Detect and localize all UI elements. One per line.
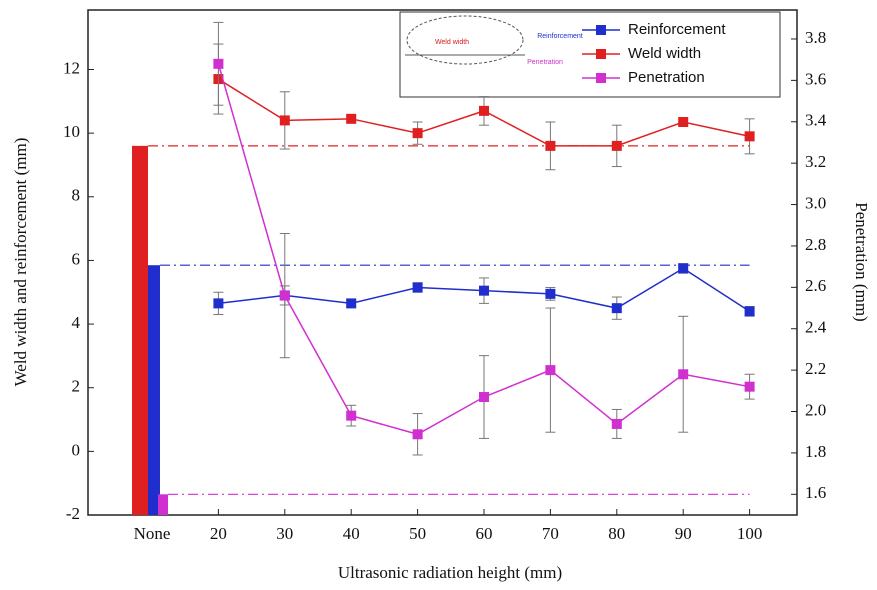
y-tick-label: 6 <box>72 249 81 268</box>
x-tick-label: 30 <box>276 524 293 543</box>
legend-label: Penetration <box>628 69 705 86</box>
x-tick-label: 80 <box>608 524 625 543</box>
point <box>412 282 423 293</box>
point <box>346 298 357 309</box>
y-tick-label: -2 <box>66 504 80 523</box>
y-tick-label: 0 <box>72 440 81 459</box>
y2-tick-label: 1.8 <box>805 442 826 461</box>
y2-tick-label: 2.4 <box>805 318 827 337</box>
y-tick-label: 12 <box>63 58 80 77</box>
y-tick-label: 2 <box>72 377 81 396</box>
x-tick-label: 90 <box>675 524 692 543</box>
y2-tick-label: 3.0 <box>805 193 826 212</box>
point <box>678 263 689 274</box>
legend <box>399 11 781 98</box>
y2-tick-label: 3.4 <box>805 111 827 130</box>
point <box>611 418 622 429</box>
point <box>346 113 357 124</box>
plot-frame <box>87 9 798 516</box>
point <box>545 140 556 151</box>
inset-label: Penetration <box>527 59 563 66</box>
x-tick-label: 70 <box>542 524 559 543</box>
y-tick-label: 4 <box>72 313 81 332</box>
point <box>545 288 556 299</box>
legend-label: Weld width <box>628 45 701 62</box>
x-tick-label: 100 <box>737 524 763 543</box>
legend-marker <box>596 73 606 83</box>
x-tick-label: None <box>134 524 171 543</box>
bar <box>148 265 160 515</box>
point <box>279 290 290 301</box>
point <box>412 429 423 440</box>
point <box>678 117 689 128</box>
x-tick-label: 40 <box>343 524 360 543</box>
point <box>744 131 755 142</box>
point <box>611 140 622 151</box>
y-tick-label: 8 <box>72 186 81 205</box>
point <box>213 58 224 69</box>
x-axis-label: Ultrasonic radiation height (mm) <box>338 563 562 582</box>
point <box>412 128 423 139</box>
point <box>479 105 489 116</box>
y2-tick-label: 3.2 <box>805 152 826 171</box>
legend-marker <box>596 49 606 59</box>
point <box>744 306 755 317</box>
y-tick-label: 10 <box>63 122 80 141</box>
point <box>611 303 622 314</box>
y2-tick-label: 2.6 <box>805 276 826 295</box>
point <box>213 298 224 309</box>
inset-label: Weld width <box>435 39 469 46</box>
point <box>479 392 489 403</box>
y2-tick-label: 3.8 <box>805 28 826 47</box>
point <box>346 410 357 421</box>
point <box>279 115 290 126</box>
point <box>545 365 556 376</box>
y2-tick-label: 3.6 <box>805 69 826 88</box>
y2-axis-label: Penetration (mm) <box>852 202 871 321</box>
y2-tick-label: 2.8 <box>805 235 826 254</box>
y-axis-label: Weld width and reinforcement (mm) <box>11 138 30 387</box>
y2-tick-label: 1.6 <box>805 483 826 502</box>
bar <box>132 145 148 516</box>
legend-label: Reinforcement <box>628 21 726 38</box>
x-tick-label: 50 <box>409 524 426 543</box>
legend-marker <box>596 25 606 35</box>
point <box>744 381 755 392</box>
x-tick-label: 20 <box>210 524 227 543</box>
point <box>479 285 489 296</box>
x-tick-label: 60 <box>476 524 493 543</box>
point <box>678 369 689 380</box>
inset-weld <box>406 15 524 65</box>
inset-label: Reinforcement <box>537 33 583 40</box>
y2-tick-label: 2.0 <box>805 400 826 419</box>
y2-tick-label: 2.2 <box>805 359 826 378</box>
bar <box>158 494 168 515</box>
